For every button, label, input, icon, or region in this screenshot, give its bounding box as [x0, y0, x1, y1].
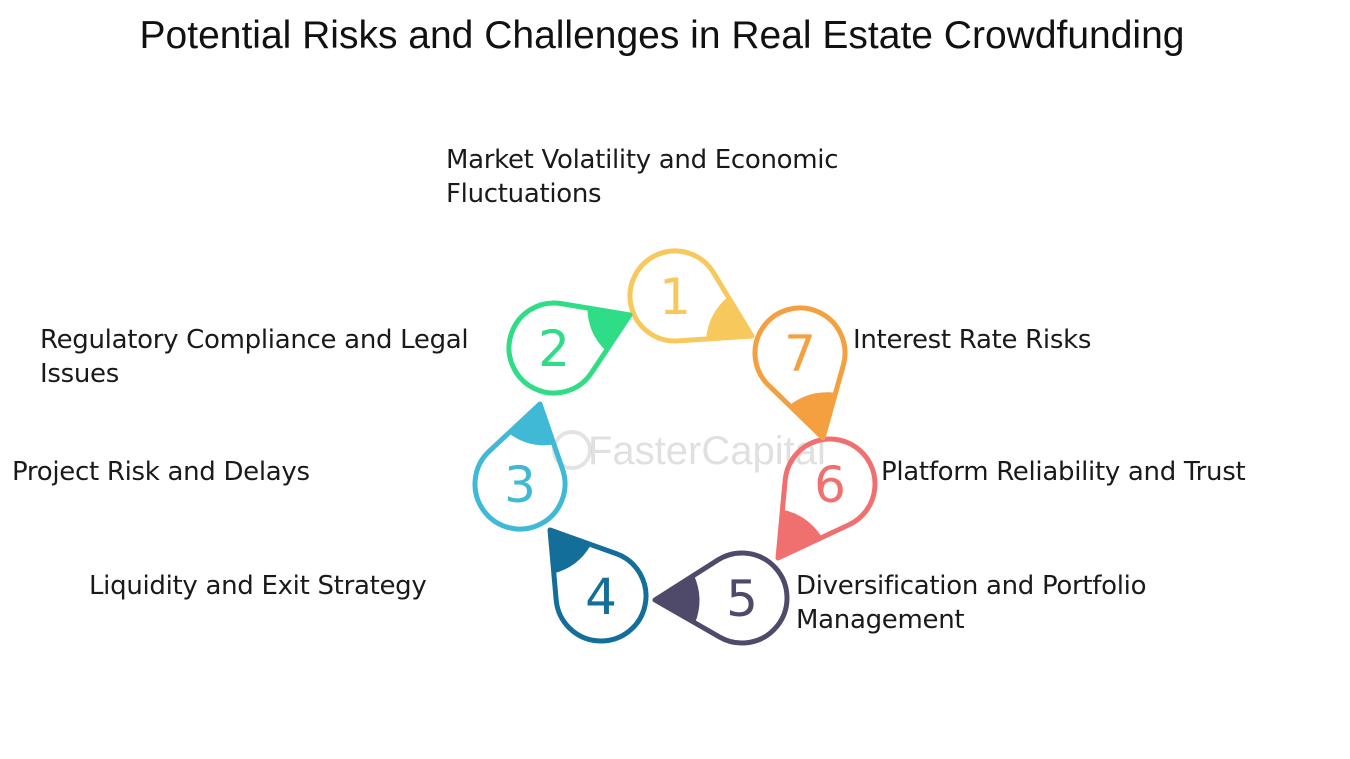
- step-6-drop-outline: [775, 436, 878, 561]
- step-4-label-line-1: Liquidity and Exit Strategy: [89, 571, 427, 601]
- step-1-number: 1: [659, 268, 691, 326]
- step-7-drop-tip: [789, 392, 836, 438]
- step-1-drop-outline: [627, 248, 755, 344]
- step-1-label: Market Volatility and Economic Fluctuati…: [446, 143, 839, 211]
- step-1-label-line-1: Market Volatility and Economic: [446, 145, 839, 175]
- step-3-number: 3: [504, 456, 536, 514]
- step-5-drop-outline: [652, 550, 790, 646]
- step-4-number: 4: [585, 568, 617, 626]
- step-7-number: 7: [784, 325, 816, 383]
- step-2-label: Regulatory Compliance and Legal Issues: [40, 323, 469, 391]
- step-5-number: 5: [726, 570, 758, 628]
- step-3-label: Project Risk and Delays: [12, 455, 310, 489]
- step-6-number: 6: [814, 456, 846, 514]
- step-3-label-line-1: Project Risk and Delays: [12, 457, 310, 487]
- step-1-label-line-2: Fluctuations: [446, 179, 602, 209]
- step-7-drop-outline: [752, 305, 848, 441]
- step-4-drop-tip: [550, 530, 591, 574]
- step-4-drop: 4: [547, 527, 649, 644]
- step-7-label-line-1: Interest Rate Risks: [853, 325, 1092, 355]
- step-6-drop: 6: [775, 436, 878, 561]
- step-6-drop-tip: [778, 509, 823, 558]
- step-1-drop: 1: [627, 248, 755, 344]
- step-2-number: 2: [538, 320, 570, 378]
- step-7-label: Interest Rate Risks: [853, 323, 1091, 357]
- step-3-drop: 3: [472, 401, 568, 532]
- watermark: FasterCapital: [552, 429, 826, 473]
- step-5-label-line-1: Diversification and Portfolio: [796, 571, 1147, 601]
- step-2-drop: 2: [506, 300, 633, 396]
- step-5-label-line-2: Management: [796, 605, 965, 635]
- step-3-drop-tip: [508, 404, 554, 446]
- step-5-label: Diversification and Portfolio Management: [796, 569, 1147, 637]
- page-title: Potential Risks and Challenges in Real E…: [139, 14, 1185, 57]
- step-2-drop-tip: [587, 307, 630, 351]
- step-6-label-line-1: Platform Reliability and Trust: [881, 457, 1246, 487]
- step-2-drop-outline: [506, 300, 633, 396]
- step-3-drop-outline: [472, 401, 568, 532]
- step-6-label: Platform Reliability and Trust: [881, 455, 1246, 489]
- step-4-drop-outline: [547, 527, 649, 644]
- step-7-drop: 7: [752, 305, 848, 441]
- step-5-drop: 5: [652, 550, 790, 646]
- step-1-drop-tip: [706, 296, 752, 340]
- step-2-label-line-2: Issues: [40, 359, 119, 389]
- step-2-label-line-1: Regulatory Compliance and Legal: [40, 325, 469, 355]
- step-5-drop-tip: [655, 575, 700, 623]
- step-4-label: Liquidity and Exit Strategy: [89, 569, 427, 603]
